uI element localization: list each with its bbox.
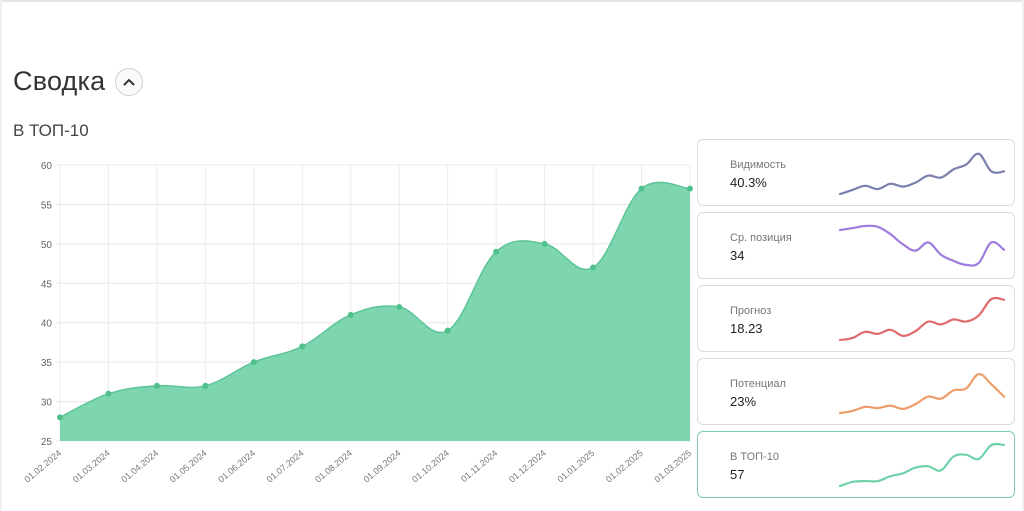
- x-tick-label: 01.03.2025: [652, 448, 693, 485]
- x-tick-label: 01.06.2024: [216, 448, 257, 485]
- x-tick-label: 01.02.2024: [22, 448, 63, 485]
- metric-label: Потенциал: [730, 378, 786, 390]
- metric-value: 40.3%: [730, 175, 767, 190]
- sparkline: [838, 442, 1006, 488]
- data-point[interactable]: [299, 343, 306, 350]
- chevron-up-icon: [123, 78, 135, 85]
- metric-value: 34: [730, 248, 745, 263]
- sparkline-path: [838, 224, 1006, 267]
- metric-label: Ср. позиция: [730, 232, 792, 244]
- metric-card-potential[interactable]: Потенциал 23%: [697, 358, 1015, 425]
- area-series: [60, 182, 690, 441]
- x-tick-label: 01.03.2024: [71, 448, 112, 485]
- y-tick-label: 40: [41, 319, 53, 330]
- metric-value: 23%: [730, 394, 757, 409]
- data-point[interactable]: [638, 185, 645, 192]
- metric-value: 18.23: [730, 321, 763, 336]
- x-tick-label: 01.09.2024: [362, 448, 403, 485]
- x-tick-label: 01.12.2024: [507, 448, 548, 485]
- metric-card-avg-position[interactable]: Ср. позиция 34: [697, 212, 1015, 279]
- sparkline: [838, 372, 1006, 415]
- chart-subtitle: В ТОП-10: [13, 121, 89, 140]
- metric-value: 57: [730, 467, 745, 482]
- frame-right-border: [1022, 0, 1024, 511]
- x-tick-label: 01.08.2024: [313, 448, 354, 485]
- y-tick-label: 45: [41, 279, 53, 290]
- data-point[interactable]: [347, 311, 354, 318]
- data-point[interactable]: [153, 382, 160, 389]
- data-point[interactable]: [687, 185, 693, 192]
- metric-card-forecast[interactable]: Прогноз 18.23: [697, 285, 1015, 352]
- sparkline: [838, 152, 1006, 196]
- metric-card-top10[interactable]: В ТОП-10 57: [697, 431, 1015, 498]
- sparkline: [838, 296, 1006, 342]
- sparkline-path: [838, 372, 1006, 415]
- metric-card-visibility[interactable]: Видимость 40.3%: [697, 139, 1015, 206]
- collapse-button[interactable]: [115, 67, 144, 96]
- metric-label: Видимость: [730, 159, 786, 171]
- y-tick-label: 55: [41, 200, 53, 211]
- x-tick-label: 01.01.2025: [555, 448, 596, 485]
- data-point[interactable]: [105, 390, 112, 397]
- x-tick-label: 01.07.2024: [265, 448, 306, 485]
- y-tick-label: 60: [41, 161, 53, 172]
- page-title: Сводка: [13, 66, 106, 96]
- y-tick-label: 35: [41, 358, 53, 369]
- x-tick-label: 01.05.2024: [168, 448, 209, 485]
- sparkline-path: [838, 442, 1006, 488]
- data-point[interactable]: [57, 414, 63, 421]
- sparkline: [838, 224, 1006, 267]
- x-tick-label: 01.11.2024: [459, 448, 499, 484]
- data-point[interactable]: [250, 359, 257, 366]
- y-tick-label: 50: [41, 240, 53, 251]
- x-tick-label: 01.10.2024: [410, 448, 451, 485]
- data-point[interactable]: [444, 327, 451, 334]
- sparkline-path: [838, 296, 1006, 342]
- metric-label: Прогноз: [730, 305, 772, 317]
- frame-top-border: [0, 0, 1024, 2]
- data-point[interactable]: [396, 303, 403, 310]
- data-point[interactable]: [590, 264, 597, 271]
- sparkline-path: [838, 152, 1006, 196]
- data-point[interactable]: [493, 248, 500, 255]
- y-tick-label: 30: [41, 398, 53, 409]
- data-point[interactable]: [541, 240, 548, 247]
- summary-header: Сводка: [13, 66, 144, 97]
- x-tick-label: 01.02.2025: [604, 448, 645, 485]
- metric-label: В ТОП-10: [730, 451, 779, 463]
- x-tick-label: 01.04.2024: [119, 448, 160, 485]
- frame-left-border: [0, 0, 2, 511]
- y-tick-label: 25: [41, 437, 53, 448]
- data-point[interactable]: [202, 382, 209, 389]
